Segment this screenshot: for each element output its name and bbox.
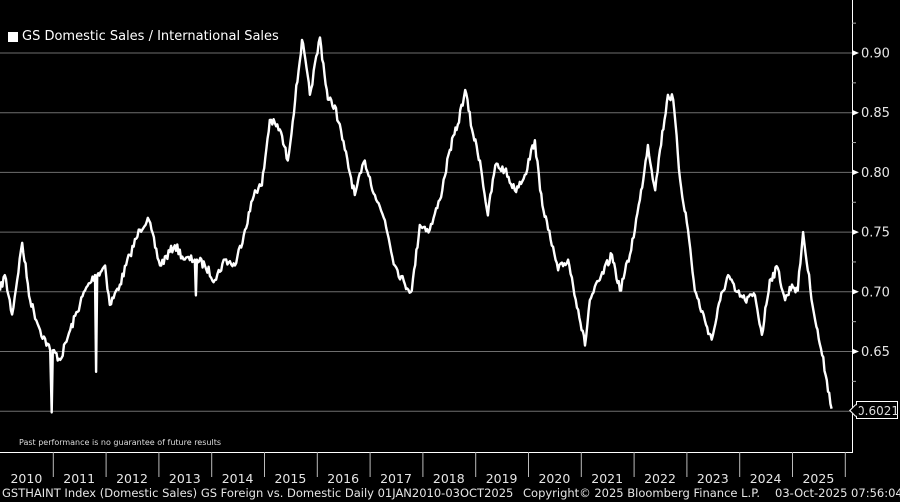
x-tick-label: 2012	[116, 471, 148, 486]
x-tick-label: 2014	[222, 471, 254, 486]
footer-timestamp: 03-Oct-2025 07:56:04	[775, 486, 900, 500]
x-tick-label: 2018	[433, 471, 465, 486]
y-tick-mark	[852, 169, 859, 176]
y-tick-label: 0.80	[861, 166, 890, 181]
disclaimer: Past performance is no guarantee of futu…	[19, 438, 221, 447]
footer-copyright: Copyright© 2025 Bloomberg Finance L.P.	[523, 486, 760, 500]
y-tick-label: 0.75	[861, 226, 890, 241]
y-tick-mark	[852, 229, 859, 236]
legend-swatch	[8, 31, 18, 42]
x-tick-label: 2010	[10, 471, 42, 486]
y-tick-label: 0.85	[861, 106, 890, 121]
x-tick-label: 2021	[591, 471, 623, 486]
last-value-label: 0.6021	[856, 401, 899, 419]
x-tick-label: 2015	[274, 471, 306, 486]
y-tick-mark	[852, 50, 859, 56]
x-tick-label: 2011	[63, 471, 95, 486]
x-tick-label: 2013	[169, 471, 201, 486]
y-tick-label: 0.90	[861, 47, 890, 62]
footer-description: GSTHAINT Index (Domestic Sales) GS Forei…	[2, 486, 514, 500]
x-tick-label: 2016	[327, 471, 359, 486]
x-tick-label: 2023	[697, 471, 729, 486]
series-line-gs-domestic-international	[0, 36, 833, 414]
x-tick-label: 2022	[644, 471, 676, 486]
y-tick-mark	[852, 109, 859, 116]
x-tick-label: 2019	[486, 471, 518, 486]
y-tick-label: 0.65	[861, 345, 890, 360]
y-tick-mark	[852, 288, 859, 295]
chart-legend: GS Domestic Sales / International Sales	[8, 29, 279, 44]
legend-label: GS Domestic Sales / International Sales	[22, 29, 279, 44]
y-tick-label: 0.70	[861, 285, 890, 300]
x-tick-label: 2017	[380, 471, 412, 486]
x-tick-label: 2020	[538, 471, 570, 486]
x-tick-label: 2024	[750, 471, 782, 486]
x-tick-label: 2025	[802, 471, 834, 486]
y-tick-mark	[852, 348, 859, 355]
